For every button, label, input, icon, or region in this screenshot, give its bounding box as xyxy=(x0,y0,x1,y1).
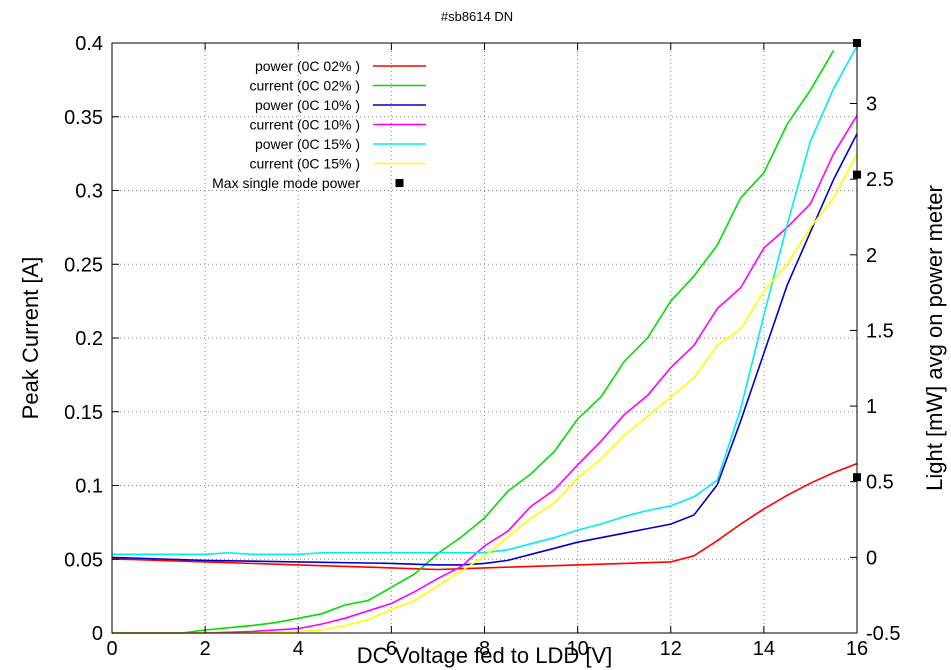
y2-tick-label: 3 xyxy=(866,94,877,116)
y-tick-label: 0.3 xyxy=(75,181,103,203)
y-tick-label: 0.15 xyxy=(64,402,103,424)
x-tick-label: 12 xyxy=(660,638,682,660)
x-tick-label: 0 xyxy=(106,638,117,660)
y2-axis-label: Light [mW] avg on power meter xyxy=(922,185,947,491)
series-layer xyxy=(111,39,861,634)
y2-tick-label: 0 xyxy=(866,547,877,569)
y2-tick-label: 0.5 xyxy=(866,472,894,494)
y-tick-label: 0.1 xyxy=(75,476,103,498)
y-tick-label: 0 xyxy=(92,623,103,645)
legend-label-current-0c-10: current (0C 10% ) xyxy=(250,117,360,133)
y-tick-label: 0.35 xyxy=(64,107,103,129)
y-tick-label: 0.2 xyxy=(75,328,103,350)
legend-label-power-0c-02: power (0C 02% ) xyxy=(255,58,360,74)
x-tick-label: 16 xyxy=(846,638,868,660)
y2-tick-label: -0.5 xyxy=(866,623,900,645)
series-line-power-0c-15 xyxy=(112,45,858,556)
legend-label-current-0c-15: current (0C 15% ) xyxy=(250,156,360,172)
x-tick-label: 8 xyxy=(479,638,490,660)
x-tick-label: 14 xyxy=(753,638,775,660)
legend-label-current-0c-02: current (0C 02% ) xyxy=(250,78,360,94)
legend-label-power-0c-15: power (0C 15% ) xyxy=(255,136,360,152)
x-tick-label: 2 xyxy=(200,638,211,660)
grid xyxy=(112,43,857,633)
series-line-current-0c-10 xyxy=(112,114,858,634)
legend-label-power-0c-10: power (0C 10% ) xyxy=(255,97,360,113)
y-tick-label: 0.05 xyxy=(64,549,103,571)
y2-tick-label: 1 xyxy=(866,396,877,418)
legend-swatch-max-single-mode-power xyxy=(395,179,404,187)
series-line-power-0c-10 xyxy=(111,133,858,566)
tick-layer: 0 2 4 6 8 10 12 14 1600.050.10.150.20.250.30.350… xyxy=(64,33,900,660)
y2-tick-label: 1.5 xyxy=(866,320,894,342)
legend-label-max-single-mode-power: Max single mode power xyxy=(212,175,360,191)
y-tick-label: 0.25 xyxy=(64,254,103,276)
chart-title: #sb8614 DN xyxy=(441,9,513,24)
series-line-power-0c-02 xyxy=(111,462,858,571)
y-tick-label: 0.4 xyxy=(75,33,103,55)
y-axis-label: Peak Current [A] xyxy=(18,257,43,420)
series-line-current-0c-15 xyxy=(112,153,858,634)
legend: power (0C 02% ) current (0C 02% ) power (0… xyxy=(212,58,426,191)
series-line-current-0c-02 xyxy=(112,49,835,634)
y2-tick-label: 2.5 xyxy=(866,169,894,191)
x-tick-label: 4 xyxy=(293,638,304,660)
x-axis-label: DC Voltage fed to LDD [V] xyxy=(357,643,613,668)
x-tick-label: 6 xyxy=(386,638,397,660)
y2-tick-label: 2 xyxy=(866,245,877,267)
x-tick-label: 10 xyxy=(567,638,589,660)
